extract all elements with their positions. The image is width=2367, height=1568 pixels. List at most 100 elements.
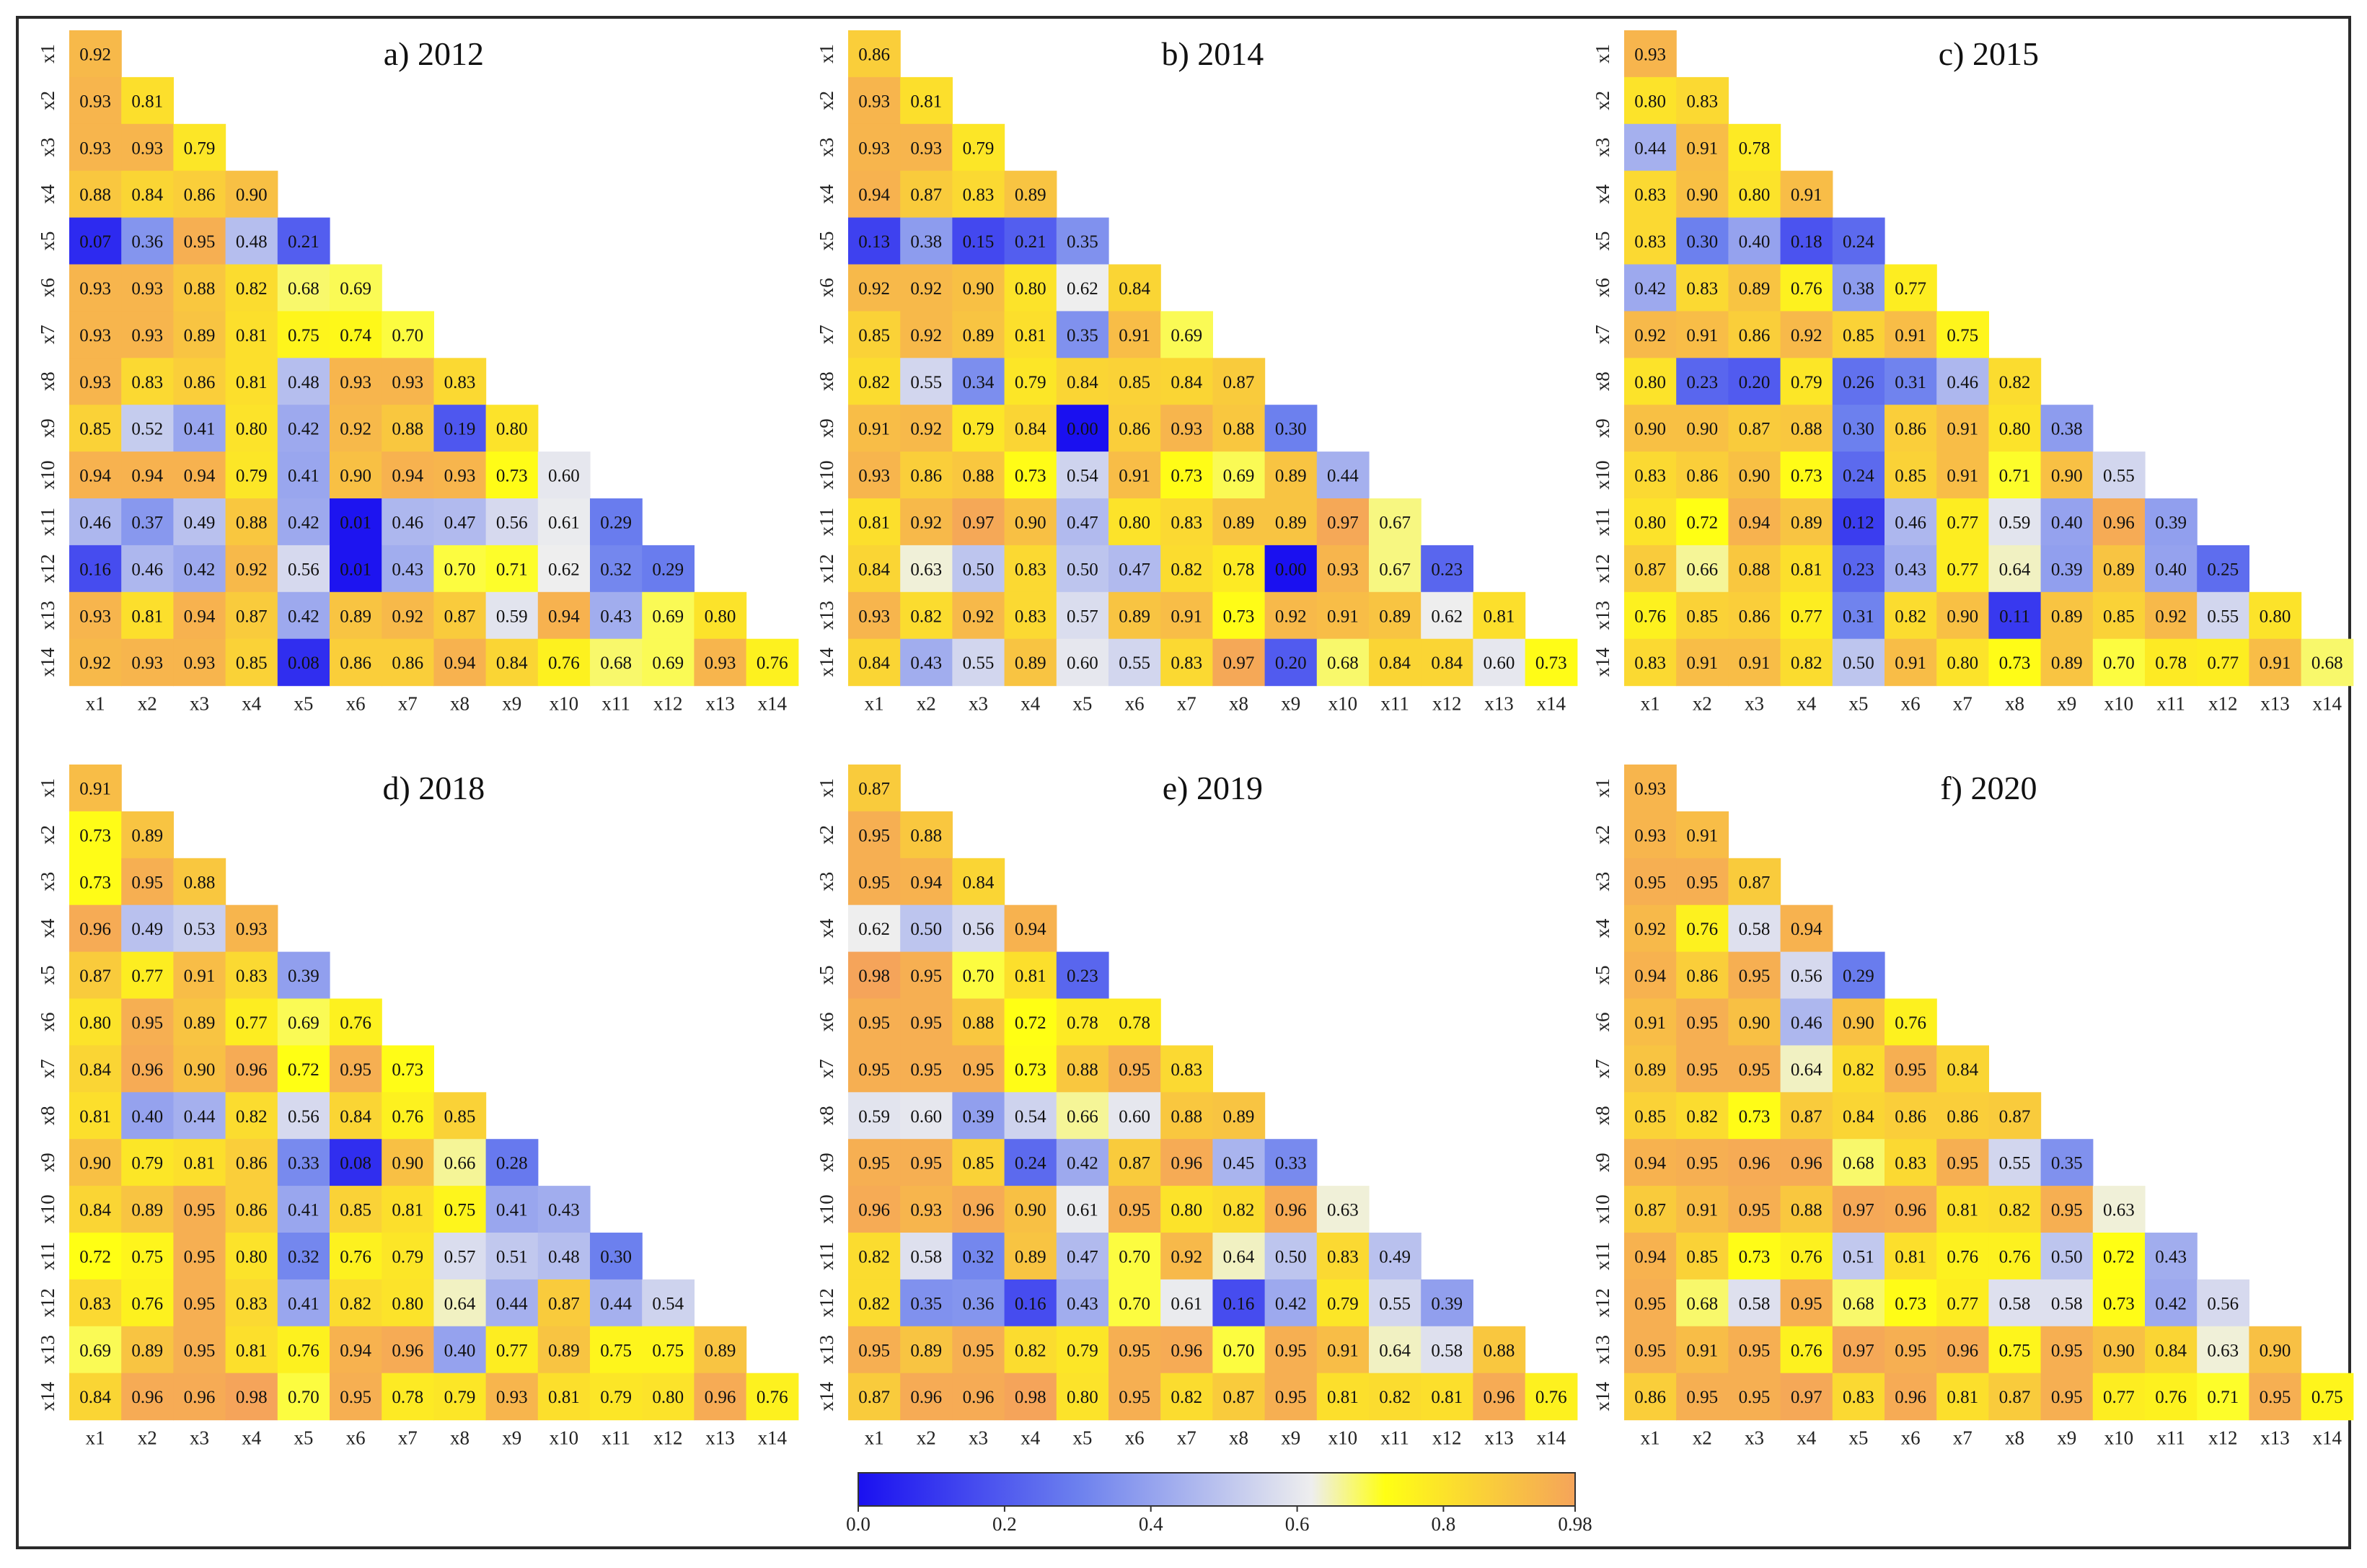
- heatmap-cell: [537, 1373, 591, 1421]
- heatmap-cell: [69, 264, 122, 312]
- cell-value-label: 0.93: [444, 467, 476, 486]
- cell-value-label: 0.86: [1739, 607, 1771, 626]
- cell-value-label: 0.70: [1223, 1341, 1255, 1360]
- heatmap-cell: [1676, 311, 1729, 358]
- cell-value-label: 0.95: [2260, 1388, 2291, 1407]
- heatmap-cell: [694, 1373, 747, 1421]
- heatmap-cell: [694, 638, 747, 687]
- heatmap-panel-1: 0.92 0.93 0.81 0.93 0.93 0.79 0.88 0.84 0.86 0.90…: [37, 30, 799, 715]
- cell-value-label: 0.77: [1791, 607, 1822, 626]
- cell-value-label: 0.74: [340, 326, 371, 345]
- cell-value-label: 0.94: [392, 467, 423, 486]
- cell-value-label: 0.95: [184, 1341, 216, 1360]
- heatmap-cell: [69, 858, 122, 906]
- heatmap-cell: [1108, 591, 1161, 640]
- cell-value-label: 0.97: [1843, 1201, 1874, 1220]
- cell-value-label: 0.77: [131, 966, 163, 986]
- y-tick-label: x10: [37, 460, 58, 490]
- heatmap-cell: [537, 591, 591, 640]
- heatmap-cell: [642, 591, 695, 640]
- cell-value-label: 0.93: [1634, 826, 1666, 845]
- cell-value-label: 0.81: [131, 92, 163, 111]
- cell-value-label: 0.90: [1686, 185, 1718, 205]
- panel-title: e) 2019: [1163, 770, 1263, 806]
- heatmap-cell: [225, 1139, 278, 1186]
- heatmap-cell: [485, 545, 539, 593]
- cell-value-label: 0.79: [1791, 373, 1822, 392]
- heatmap-cell: [1885, 1233, 1937, 1280]
- heatmap-cell: [173, 170, 226, 219]
- cell-value-label: 0.84: [1431, 653, 1463, 673]
- cell-value-label: 0.95: [1739, 1388, 1771, 1407]
- cell-value-label: 0.75: [600, 1341, 632, 1360]
- cell-value-label: 0.23: [1431, 560, 1463, 579]
- cell-value-label: 0.93: [131, 326, 163, 345]
- cell-value-label: 0.56: [2207, 1294, 2239, 1313]
- x-tick-label: x6: [1901, 693, 1921, 715]
- heatmap-cell: [1004, 1045, 1057, 1093]
- x-tick-label: x10: [1328, 1427, 1358, 1449]
- cell-value-label: 0.95: [131, 873, 163, 892]
- heatmap-cell: [1936, 358, 1989, 405]
- cell-value-label: 0.30: [600, 1248, 632, 1267]
- heatmap-cell: [433, 638, 487, 687]
- cell-value-label: 0.70: [444, 560, 476, 579]
- heatmap-cell: [1108, 1233, 1161, 1280]
- y-tick-label: x6: [37, 1013, 58, 1032]
- cell-value-label: 0.95: [910, 1013, 942, 1033]
- cell-value-label: 0.96: [1171, 1154, 1202, 1173]
- cell-value-label: 0.86: [1895, 420, 1926, 439]
- cell-value-label: 0.82: [1791, 653, 1822, 673]
- heatmap-cell: [433, 498, 487, 546]
- heatmap-cell: [1780, 1092, 1833, 1140]
- heatmap-cell: [2145, 498, 2198, 546]
- cell-value-label: 0.43: [1895, 560, 1926, 579]
- heatmap-cell: [121, 545, 174, 593]
- cell-value-label: 0.94: [1791, 920, 1822, 939]
- cell-value-label: 0.92: [910, 420, 942, 439]
- heatmap-cell: [1780, 1186, 1833, 1233]
- cell-value-label: 0.44: [184, 1107, 216, 1127]
- heatmap-cell: [642, 545, 695, 593]
- heatmap-cell: [1108, 998, 1161, 1046]
- heatmap-cell: [433, 591, 487, 640]
- cell-value-label: 0.81: [236, 1341, 268, 1360]
- heatmap-cell: [900, 123, 953, 172]
- cell-value-label: 0.54: [1067, 467, 1098, 486]
- heatmap-cell: [433, 358, 487, 405]
- x-tick-label: x14: [1536, 1427, 1566, 1449]
- heatmap-cell: [69, 30, 122, 78]
- cell-value-label: 0.86: [340, 653, 371, 673]
- heatmap-cell: [1936, 1092, 1989, 1140]
- cell-value-label: 0.96: [236, 1060, 268, 1080]
- heatmap-cell: [1004, 1092, 1057, 1140]
- heatmap-cell: [848, 30, 901, 78]
- heatmap-cell: [121, 452, 174, 499]
- cell-value-label: 0.57: [444, 1248, 476, 1267]
- heatmap-cell: [1264, 545, 1318, 593]
- heatmap-cell: [1004, 311, 1057, 358]
- cell-value-label: 0.70: [1119, 1248, 1150, 1267]
- cell-value-label: 0.88: [963, 1013, 995, 1033]
- heatmap-cell: [1988, 591, 2042, 640]
- heatmap-cell: [1780, 311, 1833, 358]
- heatmap-cell: [537, 498, 591, 546]
- cell-value-label: 0.83: [1634, 232, 1666, 252]
- x-tick-label: x6: [1125, 693, 1145, 715]
- heatmap-cell: [1316, 638, 1370, 687]
- cell-value-label: 0.80: [79, 1013, 111, 1033]
- cell-value-label: 0.84: [858, 560, 890, 579]
- y-tick-label: x12: [1592, 554, 1613, 583]
- cell-value-label: 0.95: [963, 1060, 995, 1080]
- cell-value-label: 0.90: [236, 185, 268, 205]
- cell-value-label: 0.42: [184, 560, 216, 579]
- panel-title: c) 2015: [1939, 35, 2039, 72]
- cell-value-label: 0.76: [757, 1388, 788, 1407]
- heatmap-cell: [2145, 1279, 2198, 1327]
- heatmap-cell: [1936, 638, 1989, 687]
- cell-value-label: 0.79: [1067, 1341, 1098, 1360]
- heatmap-cell: [848, 1045, 901, 1093]
- cell-value-label: 0.58: [1739, 1294, 1771, 1313]
- heatmap-cell: [2301, 638, 2354, 687]
- heatmap-cell: [1264, 1233, 1318, 1280]
